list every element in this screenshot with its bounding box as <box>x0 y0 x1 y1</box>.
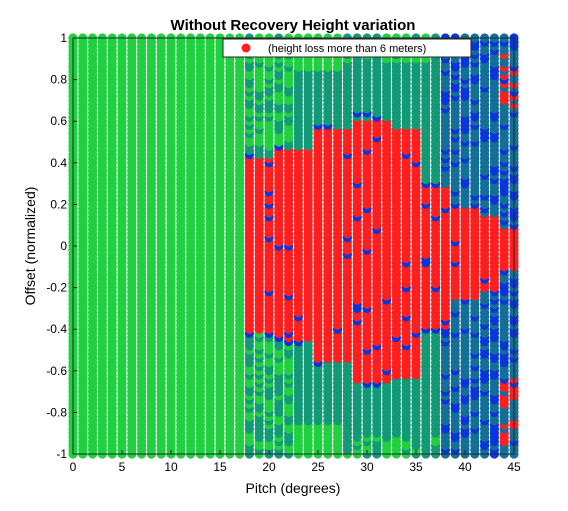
x-tick-label: 25 <box>311 460 325 474</box>
x-tick-label: 5 <box>119 460 126 474</box>
chart-title: Without Recovery Height variation <box>171 17 416 34</box>
y-tick-label: 0.4 <box>50 156 67 170</box>
data-points <box>68 33 518 458</box>
y-tick-label: 0 <box>60 239 67 253</box>
y-tick-label: 0.2 <box>50 197 67 211</box>
y-tick-label: -1 <box>56 447 67 461</box>
y-tick-label: -0.6 <box>46 364 67 378</box>
x-tick-label: 45 <box>507 460 521 474</box>
legend-marker <box>242 44 251 53</box>
x-tick-label: 0 <box>70 460 77 474</box>
y-tick-label: -0.2 <box>46 281 67 295</box>
x-axis-label: Pitch (degrees) <box>246 480 341 496</box>
legend-label: (height loss more than 6 meters) <box>268 43 426 55</box>
y-axis-label: Offset (normalized) <box>22 187 38 306</box>
x-tick-label: 15 <box>213 460 227 474</box>
y-tick-label: -0.4 <box>46 322 67 336</box>
x-tick-label: 30 <box>360 460 374 474</box>
y-tick-label: 1 <box>60 31 67 45</box>
x-tick-label: 35 <box>409 460 423 474</box>
x-tick-label: 10 <box>164 460 178 474</box>
y-tick-label: 0.6 <box>50 114 67 128</box>
y-tick-label: -0.8 <box>46 405 67 419</box>
x-tick-label: 40 <box>458 460 472 474</box>
x-tick-label: 20 <box>262 460 276 474</box>
y-tick-label: 0.8 <box>50 73 67 87</box>
legend: (height loss more than 6 meters) <box>223 39 471 57</box>
